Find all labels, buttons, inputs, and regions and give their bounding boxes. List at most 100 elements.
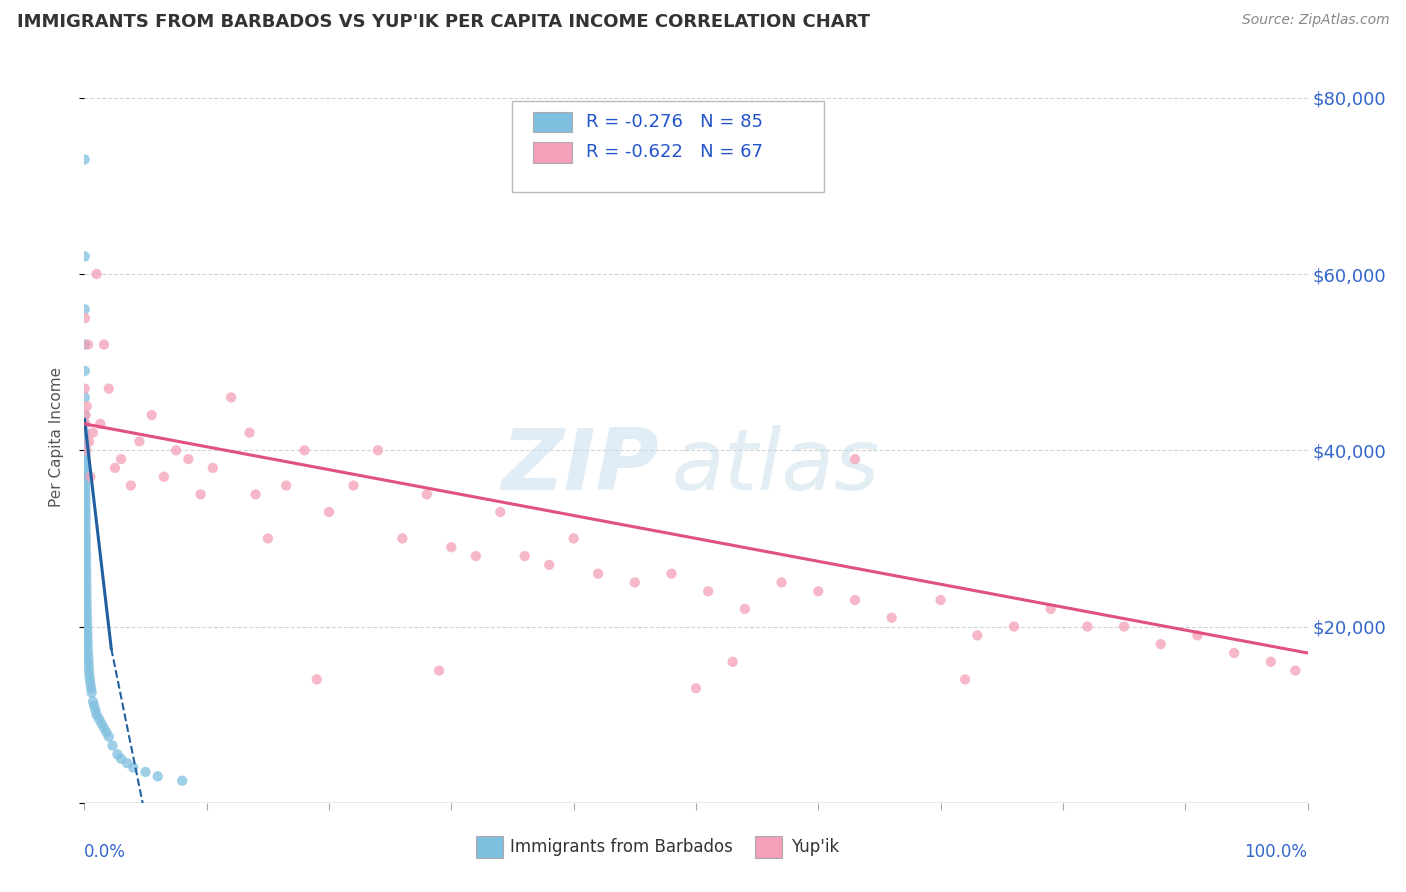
Point (115, 756, 138, 771)
Point (97, 730, 120, 744)
Point (77, 668, 100, 682)
Point (76, 632, 98, 647)
Point (75, 580, 97, 594)
Text: R = -0.276   N = 85: R = -0.276 N = 85 (586, 112, 763, 131)
Point (76, 598, 98, 612)
Point (305, 673, 328, 687)
Point (1076, 619, 1098, 633)
Point (440, 540, 463, 554)
Point (104, 461, 127, 475)
Point (190, 487, 212, 501)
Point (73, 382, 96, 396)
Point (76, 624, 98, 638)
Point (172, 773, 194, 788)
Point (77, 664, 100, 678)
Point (257, 532, 280, 546)
Point (75, 408, 97, 422)
Point (105, 747, 128, 762)
Point (75, 527, 97, 541)
Point (141, 408, 163, 422)
Point (624, 575, 647, 590)
Point (75, 558, 97, 572)
Point (93, 337, 115, 351)
Text: Source: ZipAtlas.com: Source: ZipAtlas.com (1241, 13, 1389, 28)
Point (513, 549, 536, 563)
Point (73, 408, 96, 422)
Point (697, 584, 720, 599)
Point (90, 716, 112, 731)
Point (75, 474, 97, 488)
Point (489, 505, 512, 519)
Point (1150, 637, 1173, 651)
Point (75, 518, 97, 533)
Point (238, 425, 260, 440)
Point (76, 611, 98, 625)
Point (391, 532, 413, 546)
Point (75, 523, 97, 537)
Point (75, 549, 97, 563)
Point (1284, 664, 1306, 678)
Point (120, 478, 142, 492)
Point (929, 593, 952, 607)
Point (75, 536, 97, 550)
Point (146, 769, 169, 783)
Point (1223, 646, 1246, 660)
Point (661, 566, 683, 581)
Point (844, 452, 866, 467)
Point (807, 584, 830, 599)
Point (75, 553, 97, 567)
Point (76, 641, 98, 656)
Point (219, 391, 242, 405)
Point (75, 452, 97, 467)
Point (93, 721, 115, 735)
Point (538, 558, 561, 572)
Point (770, 575, 793, 590)
Point (562, 532, 585, 546)
Bar (533, 112, 572, 132)
Point (82, 694, 104, 708)
Point (75, 509, 97, 524)
Point (76, 607, 98, 621)
Point (75, 439, 97, 453)
Point (87, 712, 110, 726)
Point (953, 673, 976, 687)
Point (97, 382, 120, 396)
Point (342, 478, 364, 492)
Point (294, 443, 316, 458)
Text: 0.0%: 0.0% (84, 843, 127, 861)
Point (427, 664, 450, 678)
Point (153, 469, 176, 483)
Text: Immigrants from Barbados: Immigrants from Barbados (510, 838, 733, 855)
Point (685, 681, 707, 696)
Point (76, 619, 98, 633)
Point (1114, 619, 1136, 633)
Point (734, 602, 756, 616)
Point (75, 540, 97, 554)
Bar (475, 836, 503, 858)
Bar (755, 836, 782, 858)
Point (86, 707, 108, 722)
Point (245, 487, 267, 501)
Point (80, 681, 103, 696)
Point (76, 615, 98, 629)
Point (128, 434, 150, 449)
Point (75, 466, 97, 480)
Point (75, 461, 97, 475)
Point (84, 703, 107, 717)
Point (75, 491, 97, 506)
Point (75, 571, 97, 585)
Point (110, 452, 132, 467)
Point (77, 434, 100, 449)
Point (416, 487, 439, 501)
Point (73, 417, 96, 431)
Point (75, 443, 97, 458)
Point (73, 337, 96, 351)
Point (75, 417, 97, 431)
Point (77, 655, 100, 669)
Point (367, 443, 389, 458)
Point (73, 434, 96, 449)
Point (83, 698, 105, 713)
Point (75, 500, 97, 515)
Point (721, 655, 744, 669)
Text: 100.0%: 100.0% (1244, 843, 1308, 861)
